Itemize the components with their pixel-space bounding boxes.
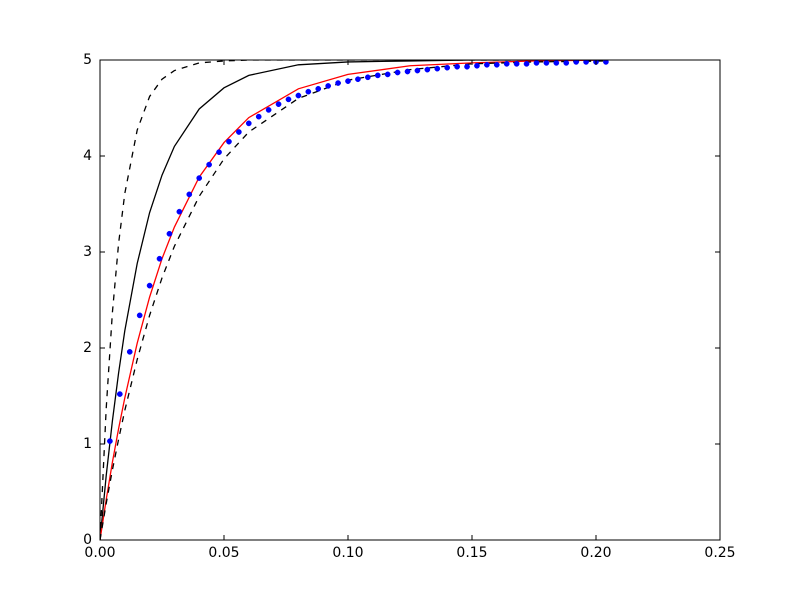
y-tick-label: 3: [83, 244, 92, 260]
data-point: [255, 113, 262, 120]
data-point: [216, 149, 222, 156]
x-tick-label: 0.00: [84, 545, 115, 561]
data-point: [275, 101, 282, 108]
x-tick-label: 0.15: [456, 545, 487, 561]
data-line: [100, 60, 609, 540]
data-point: [394, 69, 401, 76]
data-point: [156, 255, 163, 262]
data-point: [553, 60, 560, 66]
data-point: [166, 230, 173, 237]
data-point: [285, 96, 292, 103]
data-point: [503, 60, 510, 67]
x-tick-label: 0.25: [704, 545, 735, 561]
data-point: [364, 74, 371, 81]
data-point: [414, 67, 421, 74]
data-point: [305, 88, 312, 95]
data-point: [226, 138, 232, 145]
data-point: [424, 66, 431, 73]
data-point: [295, 92, 302, 99]
data-point: [573, 60, 580, 65]
data-point: [116, 391, 123, 397]
data-line: [100, 60, 609, 540]
plot-area: [100, 60, 609, 540]
data-point: [513, 60, 520, 67]
data-point: [523, 60, 530, 67]
data-point: [236, 129, 242, 135]
data-point: [345, 78, 351, 84]
x-tick-label: 0.20: [580, 545, 611, 561]
data-point: [126, 348, 133, 355]
data-point: [146, 282, 153, 289]
y-tick-label: 1: [83, 436, 92, 452]
data-point: [543, 60, 550, 66]
data-point: [444, 64, 451, 71]
data-point: [176, 208, 183, 215]
data-point: [384, 71, 391, 78]
y-tick-label: 5: [83, 52, 92, 68]
data-point: [583, 60, 589, 65]
data-point: [603, 60, 609, 65]
data-point: [315, 85, 322, 92]
plot-background: [100, 60, 720, 540]
y-tick-label: 2: [83, 340, 92, 356]
y-tick-label: 0: [83, 532, 92, 548]
data-line: [100, 60, 609, 540]
data-line: [100, 60, 609, 540]
data-point: [196, 175, 203, 181]
data-point: [206, 161, 212, 168]
data-point: [374, 72, 381, 79]
data-point: [245, 120, 252, 127]
data-point: [335, 80, 341, 86]
data-point: [107, 438, 113, 444]
plot-frame: [99, 59, 721, 541]
y-tick-label: 4: [83, 148, 92, 164]
data-point: [563, 60, 570, 66]
data-point: [474, 62, 480, 69]
data-point: [493, 61, 500, 68]
x-tick-label: 0.10: [332, 545, 363, 561]
data-point: [355, 76, 361, 83]
data-point: [533, 60, 540, 66]
data-point: [484, 61, 490, 68]
data-point: [186, 191, 193, 198]
x-tick-label: 0.05: [208, 545, 239, 561]
data-point: [265, 107, 272, 113]
data-point: [434, 65, 441, 72]
data-point: [136, 312, 143, 319]
data-point: [325, 83, 332, 89]
data-point: [464, 63, 470, 70]
data-point: [404, 68, 411, 75]
data-point: [454, 63, 460, 70]
